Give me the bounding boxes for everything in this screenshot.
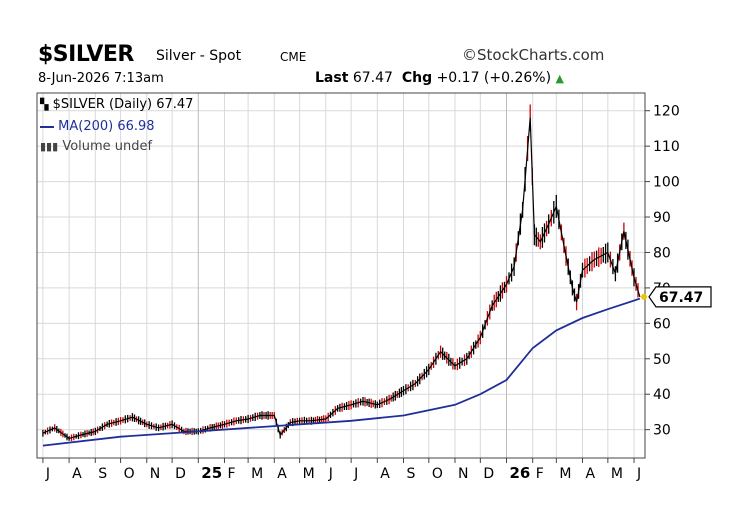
y-tick-label: 110 — [653, 139, 680, 155]
plot-frame — [36, 92, 646, 459]
volume-bars-icon: ▮▮▮ — [40, 140, 59, 153]
x-tick-label: D — [175, 466, 186, 482]
y-tick-label: 90 — [653, 210, 671, 226]
gridlines — [37, 93, 645, 458]
chg-value: +0.17 (+0.26%) — [436, 70, 552, 86]
price-bar-icon: ▚ — [40, 98, 49, 111]
price-series-line — [42, 117, 641, 440]
stockcharts-brand[interactable]: ©StockCharts.com — [462, 46, 605, 64]
legend-ma: MA(200) 66.98 — [40, 119, 155, 134]
x-tick-label: A — [586, 466, 596, 482]
price-bars — [42, 104, 639, 442]
y-tick-label: 60 — [653, 316, 671, 332]
x-axis-ticks: J A S O N D 25 F M A M J J A S O N D 26 F M A M J — [42, 458, 641, 482]
last-change-row: Last 67.47 Chg +0.17 (+0.26%) ▲ — [315, 70, 564, 86]
last-label: Last — [315, 70, 349, 86]
x-tick-label: J — [328, 466, 333, 482]
x-tick-label: M — [251, 466, 263, 482]
x-tick-label: N — [150, 466, 160, 482]
x-tick-label: J — [353, 466, 358, 482]
x-tick-label: M — [303, 466, 315, 482]
x-tick-label: A — [380, 466, 390, 482]
legend-price-text: $SILVER (Daily) 67.47 — [52, 97, 194, 112]
legend-volume-text: Volume undef — [62, 139, 153, 154]
y-tick-label: 50 — [653, 352, 671, 368]
last-price-marker — [641, 293, 647, 300]
x-tick-label: A — [277, 466, 287, 482]
last-price-badge-text: 67.47 — [659, 290, 703, 306]
x-tick-label: O — [124, 466, 135, 482]
quote-date: 8-Jun-2026 7:13am — [38, 71, 164, 86]
y-axis-ticks: 30405060708090100110120 — [645, 104, 680, 439]
x-tick-label: A — [72, 466, 82, 482]
x-tick-label: J — [636, 466, 641, 482]
up-arrow-icon: ▲ — [555, 72, 564, 85]
x-tick-label: N — [458, 466, 468, 482]
ma-line-icon — [40, 125, 54, 128]
y-tick-label: 30 — [653, 423, 671, 439]
legend-price: ▚ $SILVER (Daily) 67.47 — [40, 97, 193, 112]
x-tick-label: S — [98, 466, 107, 482]
ma-200-line — [42, 297, 641, 447]
last-price-badge: 67.47 — [648, 286, 712, 308]
y-tick-label: 120 — [653, 104, 680, 120]
y-tick-label: 80 — [653, 245, 671, 261]
chg-label: Chg — [401, 70, 433, 86]
x-tick-label: 25 — [201, 464, 222, 482]
chart-symbol: $SILVER — [38, 42, 134, 67]
legend-ma-text: MA(200) 66.98 — [58, 119, 155, 134]
legend-volume: ▮▮▮ Volume undef — [40, 139, 152, 154]
y-tick-label: 40 — [653, 387, 671, 403]
x-tick-label: J — [45, 466, 50, 482]
x-tick-label: O — [432, 466, 443, 482]
last-value: 67.47 — [352, 70, 393, 86]
x-tick-label: M — [611, 466, 623, 482]
x-tick-label: 26 — [510, 464, 531, 482]
x-tick-label: D — [483, 466, 494, 482]
x-tick-label: F — [227, 466, 235, 482]
x-tick-label: M — [559, 466, 571, 482]
exchange-label: CME — [280, 50, 307, 64]
instrument-name: Silver - Spot — [156, 48, 242, 64]
x-tick-label: F — [536, 466, 544, 482]
y-tick-label: 100 — [653, 175, 680, 191]
x-tick-label: S — [406, 466, 415, 482]
